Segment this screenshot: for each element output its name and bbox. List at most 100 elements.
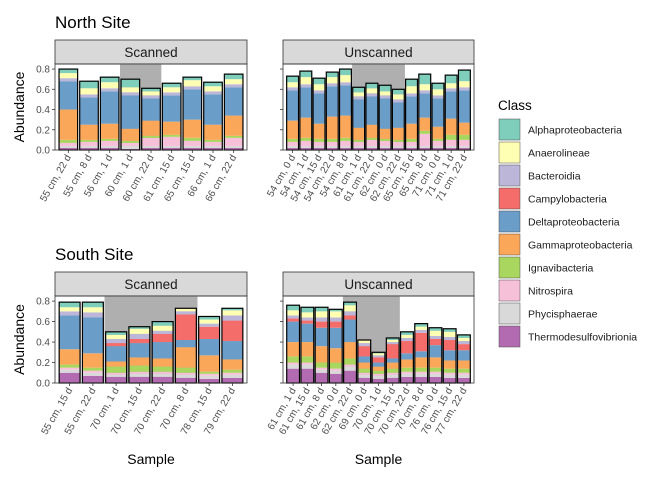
bar-segment	[365, 145, 378, 148]
bar-segment	[105, 372, 127, 375]
legend-label: Anaerolineae	[528, 148, 590, 160]
bar-4	[338, 68, 353, 151]
bar-segment	[357, 356, 371, 363]
y-axis-label: Abundance	[11, 71, 27, 142]
bar-segment	[299, 84, 312, 88]
bar-segment	[105, 366, 127, 373]
bar-segment	[365, 137, 378, 140]
bar-segment	[286, 342, 300, 357]
bar-segment	[379, 95, 392, 99]
bar-segment	[400, 353, 414, 360]
bar-segment	[357, 368, 371, 373]
bar-3	[325, 71, 339, 151]
y-tick-label: 0.8	[36, 65, 50, 76]
bar-segment	[392, 139, 405, 142]
bar-segment	[343, 305, 357, 312]
legend-swatch	[498, 302, 521, 325]
bar-segment	[175, 340, 197, 348]
bar-segment	[443, 374, 457, 378]
legend: Class Alphaproteobacteria Anaerolineae Bact…	[498, 98, 637, 348]
bar-segment	[105, 334, 127, 339]
bar-segment	[105, 331, 127, 335]
bar-segment	[59, 142, 78, 146]
legend-item: Alphaproteobacteria	[498, 118, 622, 141]
bar-segment	[286, 356, 300, 363]
bar-1	[299, 70, 313, 151]
bar-segment	[457, 360, 471, 369]
bar-segment	[183, 147, 202, 150]
bar-segment	[152, 366, 174, 372]
bar-segment	[379, 128, 392, 139]
bar-segment	[329, 362, 343, 369]
bar-segment	[105, 343, 127, 347]
bar-segment	[339, 115, 352, 138]
bar-segment	[329, 348, 343, 363]
legend-swatch	[498, 233, 521, 256]
bar-segment	[405, 86, 418, 94]
bar-segment	[313, 145, 325, 148]
bar-segment	[365, 147, 378, 150]
bar-segment	[175, 347, 197, 368]
bar-segment	[414, 367, 428, 372]
bar-segment	[414, 373, 428, 377]
bar-segment	[315, 327, 328, 347]
bar-6	[371, 351, 386, 384]
bar-segment	[432, 138, 444, 141]
legend-swatch	[498, 141, 521, 164]
bar-segment	[313, 93, 325, 124]
bar-segment	[198, 326, 220, 339]
bar-2	[312, 77, 326, 151]
bar-segment	[286, 318, 300, 322]
panel-border	[282, 63, 475, 151]
legend-label: Nitrospira	[528, 286, 573, 298]
bar-segment	[339, 69, 352, 76]
bar-segment	[443, 340, 457, 351]
bar-segment	[224, 137, 243, 146]
bar-segment	[432, 126, 444, 139]
bar-segment	[286, 305, 300, 311]
bar-segment	[386, 342, 400, 345]
bar-segment	[352, 141, 365, 146]
bar-segment	[445, 91, 458, 119]
bar-segment	[443, 377, 457, 383]
bar-segment	[224, 145, 243, 148]
bar-segment	[458, 134, 471, 140]
bar-segment	[379, 140, 392, 146]
bar-segment	[315, 311, 328, 318]
bar-segment	[286, 310, 300, 316]
bar-segment	[286, 120, 299, 139]
bar-segment	[372, 366, 385, 371]
bar-segment	[100, 123, 119, 139]
bar-segment	[59, 78, 78, 82]
legend-label: Phycisphaerae	[528, 309, 598, 321]
bar-segment	[315, 369, 328, 373]
bar-segment	[128, 371, 150, 374]
bar-segment	[152, 358, 174, 367]
bar-segment	[175, 314, 197, 341]
bar-segment	[418, 93, 431, 118]
bar-segment	[175, 377, 197, 383]
bar-segment	[175, 308, 197, 312]
bar-4	[141, 87, 161, 151]
bar-segment	[326, 86, 339, 117]
bar-segment	[357, 372, 371, 375]
bar-segment	[400, 337, 414, 342]
bar-segment	[121, 142, 140, 146]
bar-4	[343, 301, 358, 384]
bar-segment	[386, 372, 400, 375]
bar-13	[457, 69, 471, 151]
bar-segment	[162, 92, 181, 96]
legend-swatch	[498, 187, 521, 210]
bar-segment	[386, 337, 400, 341]
bar-segment	[386, 377, 400, 383]
bar-segment	[300, 323, 314, 343]
panel-border	[54, 295, 248, 384]
bar-segment	[429, 338, 442, 346]
bar-segment	[79, 81, 99, 89]
bar-segment	[329, 373, 343, 383]
bar-7	[385, 337, 400, 384]
bar-segment	[392, 141, 405, 146]
bar-1	[81, 301, 104, 384]
